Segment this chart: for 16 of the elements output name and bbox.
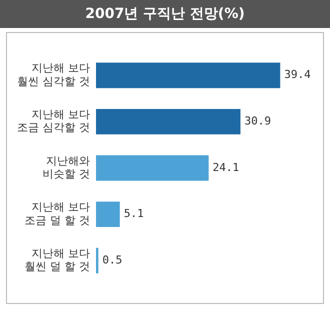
- y-tick-label: 지난해 보다 훨씬 덜 할 것: [24, 246, 90, 274]
- y-tick-label: 지난해 보다 훨씬 심각할 것: [16, 62, 90, 88]
- bar: [96, 155, 209, 181]
- bar: [96, 62, 280, 88]
- y-tick-label: 지난해 보다 조금 덜 할 것: [24, 200, 90, 227]
- data-label: 24.1: [212, 160, 240, 174]
- data-label: 5.1: [124, 207, 144, 220]
- y-tick-label: 지난해와 비슷할 것: [42, 154, 90, 180]
- data-label: 30.9: [244, 114, 271, 128]
- data-label: 0.5: [102, 254, 122, 266]
- bar: [96, 248, 98, 274]
- chart-title: 2007년 구직난 전망(%): [0, 0, 330, 28]
- bar: [96, 108, 240, 134]
- data-label: 39.4: [284, 68, 312, 82]
- bar: [96, 202, 120, 228]
- y-tick-label: 지난해 보다 조금 심각할 것: [16, 108, 90, 134]
